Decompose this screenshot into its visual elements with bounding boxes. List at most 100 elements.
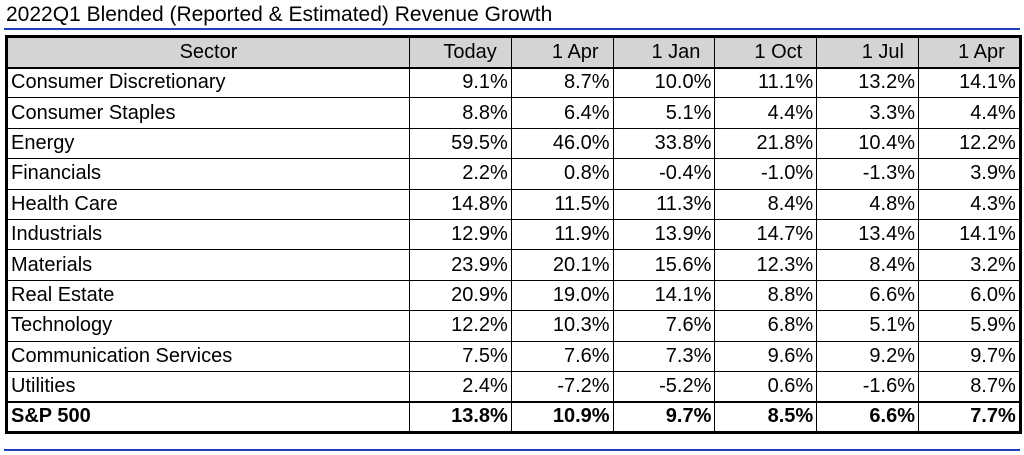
growth-value-cell: 9.6%: [714, 340, 818, 372]
growth-value-cell: 8.8%: [714, 279, 818, 312]
growth-value-cell: 12.2%: [917, 127, 1021, 160]
growth-value-cell: 10.4%: [816, 127, 919, 160]
sector-name-cell: Health Care: [6, 188, 410, 220]
growth-value-cell: 13.9%: [612, 218, 716, 251]
growth-value-cell: 15.6%: [612, 249, 716, 281]
column-header: 1 Jan: [612, 36, 716, 69]
growth-value-cell: -5.2%: [612, 370, 716, 403]
growth-value-cell: 7.5%: [409, 340, 512, 372]
table-row: Materials 23.9% 20.1% 15.6% 12.3% 8.4% 3.2%: [6, 249, 1021, 281]
growth-value-cell: 7.7%: [917, 400, 1021, 433]
column-header: Today: [409, 36, 512, 69]
table-row: Real Estate 20.9% 19.0% 14.1% 8.8% 6.6% 6.0%: [6, 279, 1021, 312]
growth-value-cell: 14.1%: [917, 218, 1021, 251]
growth-value-cell: 33.8%: [612, 127, 716, 160]
growth-value-cell: 10.3%: [510, 310, 614, 342]
growth-value-cell: 10.9%: [510, 400, 614, 433]
table-row: Technology 12.2% 10.3% 7.6% 6.8% 5.1% 5.9%: [6, 310, 1021, 342]
table-row: Consumer Staples 8.8% 6.4% 5.1% 4.4% 3.3% 4.4%: [6, 97, 1021, 129]
growth-value-cell: 14.1%: [917, 66, 1021, 99]
growth-value-cell: 13.8%: [409, 400, 512, 433]
sector-name-cell: Materials: [6, 249, 410, 281]
growth-value-cell: 10.0%: [612, 66, 716, 99]
sector-name-cell: Technology: [6, 310, 410, 342]
growth-value-cell: 5.1%: [612, 97, 716, 129]
growth-value-cell: 12.3%: [714, 249, 818, 281]
growth-value-cell: 7.3%: [612, 340, 716, 372]
growth-value-cell: 4.4%: [714, 97, 818, 129]
growth-value-cell: 9.7%: [612, 400, 716, 433]
table-row: Communication Services 7.5% 7.6% 7.3% 9.6% 9.…: [6, 340, 1021, 372]
growth-value-cell: 3.3%: [816, 97, 919, 129]
growth-value-cell: 46.0%: [510, 127, 614, 160]
total-row: S&P 500 13.8% 10.9% 9.7% 8.5% 6.6% 7.7%: [6, 400, 1021, 433]
growth-value-cell: -1.3%: [816, 158, 919, 190]
sector-name-cell: Consumer Discretionary: [6, 66, 410, 99]
table-title: 2022Q1 Blended (Reported & Estimated) Re…: [6, 3, 553, 26]
title-underline: [4, 28, 1020, 30]
growth-value-cell: 11.1%: [714, 66, 818, 99]
growth-value-cell: 3.2%: [917, 249, 1021, 281]
growth-value-cell: 11.5%: [510, 188, 614, 220]
growth-value-cell: 13.2%: [816, 66, 919, 99]
growth-value-cell: 2.4%: [409, 370, 512, 403]
growth-value-cell: 6.0%: [917, 279, 1021, 312]
growth-value-cell: 4.8%: [816, 188, 919, 220]
growth-value-cell: -0.4%: [612, 158, 716, 190]
growth-value-cell: -1.6%: [816, 370, 919, 403]
growth-value-cell: 6.4%: [510, 97, 614, 129]
growth-value-cell: 11.9%: [510, 218, 614, 251]
table-body: Consumer Discretionary 9.1% 8.7% 10.0% 11.1%…: [6, 66, 1021, 433]
growth-value-cell: 23.9%: [409, 249, 512, 281]
sector-name-cell: Financials: [6, 158, 410, 190]
growth-value-cell: 0.6%: [714, 370, 818, 403]
growth-value-cell: 9.7%: [917, 340, 1021, 372]
growth-value-cell: 20.1%: [510, 249, 614, 281]
growth-value-cell: 5.1%: [816, 310, 919, 342]
growth-value-cell: 12.9%: [409, 218, 512, 251]
sector-name-cell: S&P 500: [6, 400, 410, 433]
growth-value-cell: -1.0%: [714, 158, 818, 190]
sector-name-cell: Energy: [6, 127, 410, 160]
table-row: Financials 2.2% 0.8% -0.4% -1.0% -1.3% 3.9%: [6, 158, 1021, 190]
growth-value-cell: 8.7%: [510, 66, 614, 99]
growth-value-cell: 11.3%: [612, 188, 716, 220]
table-row: Health Care 14.8% 11.5% 11.3% 8.4% 4.8% 4.3%: [6, 188, 1021, 220]
growth-value-cell: 2.2%: [409, 158, 512, 190]
growth-value-cell: 20.9%: [409, 279, 512, 312]
growth-value-cell: 12.2%: [409, 310, 512, 342]
growth-value-cell: 8.5%: [714, 400, 818, 433]
sector-name-cell: Real Estate: [6, 279, 410, 312]
sector-name-cell: Consumer Staples: [6, 97, 410, 129]
growth-value-cell: 6.8%: [714, 310, 818, 342]
sector-name-cell: Utilities: [6, 370, 410, 403]
growth-value-cell: 59.5%: [409, 127, 512, 160]
growth-value-cell: 14.7%: [714, 218, 818, 251]
growth-value-cell: 21.8%: [714, 127, 818, 160]
growth-value-cell: 4.3%: [917, 188, 1021, 220]
bottom-rule: [4, 449, 1020, 451]
column-header: 1 Apr: [510, 36, 614, 69]
growth-value-cell: -7.2%: [510, 370, 614, 403]
growth-value-cell: 9.2%: [816, 340, 919, 372]
growth-value-cell: 8.4%: [816, 249, 919, 281]
growth-value-cell: 6.6%: [816, 279, 919, 312]
column-header: 1 Apr: [917, 36, 1021, 69]
table-row: Energy 59.5% 46.0% 33.8% 21.8% 10.4% 12.2%: [6, 127, 1021, 160]
growth-value-cell: 0.8%: [510, 158, 614, 190]
growth-value-cell: 14.1%: [612, 279, 716, 312]
growth-value-cell: 3.9%: [917, 158, 1021, 190]
column-header: 1 Jul: [816, 36, 919, 69]
revenue-growth-table: Sector Today 1 Apr 1 Jan 1 Oct 1 Jul 1 A…: [5, 35, 1022, 434]
growth-value-cell: 8.8%: [409, 97, 512, 129]
column-header: 1 Oct: [714, 36, 818, 69]
sector-name-cell: Communication Services: [6, 340, 410, 372]
growth-value-cell: 9.1%: [409, 66, 512, 99]
table-row: Consumer Discretionary 9.1% 8.7% 10.0% 11.1%…: [6, 66, 1021, 99]
growth-value-cell: 6.6%: [816, 400, 919, 433]
growth-value-cell: 4.4%: [917, 97, 1021, 129]
table-row: Industrials 12.9% 11.9% 13.9% 14.7% 13.4% 14.1…: [6, 218, 1021, 251]
growth-value-cell: 5.9%: [917, 310, 1021, 342]
growth-value-cell: 8.7%: [917, 370, 1021, 403]
growth-value-cell: 7.6%: [510, 340, 614, 372]
